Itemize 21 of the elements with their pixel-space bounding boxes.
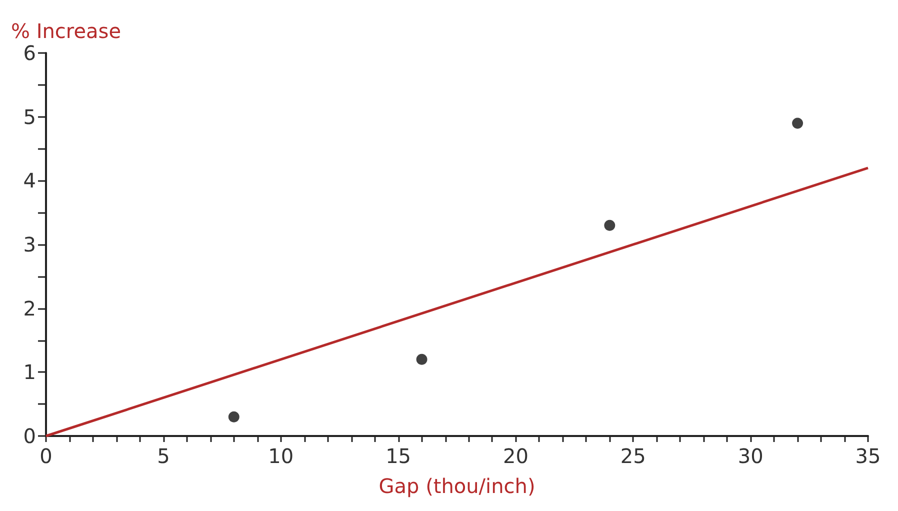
y-tick-label: 2	[23, 296, 36, 320]
point	[228, 411, 240, 422]
point	[416, 354, 428, 365]
x-tick-label: 30	[738, 444, 764, 468]
y-tick-label: 6	[23, 41, 36, 65]
x-tick-label: 35	[855, 444, 881, 468]
y-tick-label: 0	[23, 424, 36, 448]
point	[604, 220, 616, 231]
y-tick-label: 4	[23, 168, 36, 193]
y-tick-label: 1	[23, 360, 36, 384]
x-axis-title: Gap (thou/inch)	[378, 474, 536, 498]
x-tick-label: 0	[40, 444, 52, 468]
x-tick-label: 25	[620, 444, 646, 468]
x-tick-label: 15	[386, 444, 412, 468]
point	[792, 118, 804, 129]
x-tick-label: 10	[268, 444, 294, 468]
y-tick-label: 3	[23, 232, 36, 256]
x-tick-label: 5	[157, 444, 170, 468]
x-tick-label: 20	[502, 444, 528, 468]
y-tick-label: 5	[23, 104, 36, 129]
y-axis-title: % Increase	[11, 19, 121, 43]
